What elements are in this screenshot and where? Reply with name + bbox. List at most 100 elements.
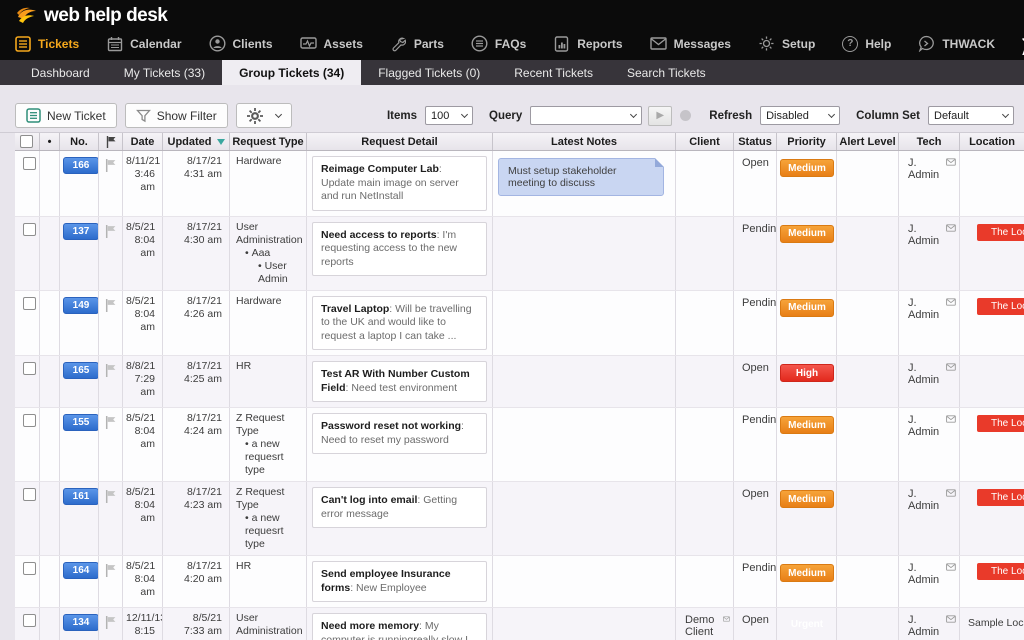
status-cell: Open: [734, 482, 777, 555]
col-latest-notes[interactable]: Latest Notes: [493, 133, 676, 150]
email-icon[interactable]: [946, 414, 956, 424]
col-request-detail[interactable]: Request Detail: [307, 133, 493, 150]
location-badge[interactable]: The Location: [977, 415, 1024, 432]
email-icon[interactable]: [946, 157, 956, 167]
location-badge[interactable]: The Location: [977, 563, 1024, 580]
client-cell: [676, 216, 734, 290]
location-badge[interactable]: The Location: [977, 223, 1024, 241]
tab-recent-tickets[interactable]: Recent Tickets: [514, 65, 593, 80]
row-checkbox[interactable]: [23, 157, 36, 170]
ticket-row: 161 8/5/21 8:04 am 8/17/21 4:23 am Z Request …: [15, 482, 1024, 556]
updated-cell: 8/17/21 4:24 am: [163, 408, 230, 481]
select-all-checkbox[interactable]: [20, 135, 33, 148]
new-ticket-button[interactable]: New Ticket: [15, 103, 117, 128]
ticket-number-badge[interactable]: 155: [63, 414, 98, 431]
col-flag[interactable]: [99, 133, 123, 150]
request-detail-link[interactable]: Travel Laptop: Will be travelling to the…: [312, 295, 487, 350]
row-checkbox[interactable]: [23, 488, 36, 501]
col-updated[interactable]: Updated: [163, 133, 230, 150]
nav-setup[interactable]: Setup: [758, 35, 815, 52]
location-badge[interactable]: The Location: [977, 489, 1024, 506]
location-cell: [960, 356, 1024, 407]
request-detail-link[interactable]: Need more memory: My computer is running…: [312, 613, 487, 640]
email-icon[interactable]: [723, 614, 730, 624]
nav-messages[interactable]: Messages: [649, 35, 731, 52]
status-cell: Pending: [734, 408, 777, 481]
email-icon[interactable]: [946, 362, 956, 372]
nav-thwack[interactable]: THWACK: [918, 35, 995, 52]
flag-icon[interactable]: [105, 416, 116, 429]
items-select[interactable]: 100: [425, 106, 474, 125]
request-detail-link[interactable]: Need access to reports: I'm requesting a…: [312, 221, 487, 276]
request-detail-link[interactable]: Can't log into email: Getting error mess…: [312, 487, 487, 528]
date-cell: 8/5/21 8:04 am: [123, 290, 163, 355]
flag-icon[interactable]: [105, 616, 116, 629]
col-bullet[interactable]: •: [40, 133, 60, 150]
col-alert-level[interactable]: Alert Level: [837, 133, 899, 150]
email-icon[interactable]: [946, 614, 956, 624]
email-icon[interactable]: [946, 223, 956, 233]
nav-clients[interactable]: Clients: [208, 35, 273, 52]
col-status[interactable]: Status: [734, 133, 777, 150]
email-icon[interactable]: [946, 488, 956, 498]
nav-help[interactable]: ? Help: [842, 35, 891, 52]
request-detail-link[interactable]: Send employee Insurance forms: New Emplo…: [312, 561, 487, 602]
tab-flagged-tickets[interactable]: Flagged Tickets (0): [378, 65, 481, 80]
nav-reports[interactable]: Reports: [553, 35, 623, 52]
priority-badge: Urgent: [790, 618, 824, 630]
query-select[interactable]: [530, 106, 643, 125]
date-cell: 8/5/21 8:04 am: [123, 408, 163, 481]
nav-tickets[interactable]: Tickets: [14, 35, 79, 52]
location-badge[interactable]: The Location: [977, 297, 1024, 315]
flag-icon[interactable]: [105, 364, 116, 377]
show-filter-button[interactable]: Show Filter: [124, 103, 228, 128]
request-detail-link[interactable]: Reimage Computer Lab: Update main image …: [312, 156, 487, 211]
ticket-number-badge[interactable]: 166: [63, 157, 98, 174]
flag-icon[interactable]: [105, 159, 116, 172]
nav-parts[interactable]: Parts: [390, 35, 444, 52]
email-icon[interactable]: [946, 562, 956, 572]
run-query-button[interactable]: ▶: [648, 105, 673, 126]
row-checkbox[interactable]: [23, 614, 36, 627]
list-settings-button[interactable]: [235, 103, 292, 128]
col-client[interactable]: Client: [676, 133, 734, 150]
tab-search-tickets[interactable]: Search Tickets: [626, 65, 706, 80]
tab-dashboard[interactable]: Dashboard: [31, 65, 90, 80]
latest-notes-cell: [493, 556, 676, 607]
ticket-number-badge[interactable]: 137: [63, 222, 98, 240]
col-tech[interactable]: Tech: [899, 133, 960, 150]
row-checkbox[interactable]: [23, 222, 36, 236]
row-checkbox[interactable]: [23, 414, 36, 427]
new-ticket-icon: [26, 108, 41, 123]
col-location[interactable]: Location: [969, 135, 1015, 148]
ticket-number-badge[interactable]: 164: [63, 562, 98, 579]
refresh-select[interactable]: Disabled: [760, 106, 841, 125]
table-body: 166 8/11/21 3:46 am 8/17/21 4:31 am Hardware R…: [15, 151, 1024, 640]
ticket-number-badge[interactable]: 165: [63, 362, 98, 379]
flag-icon[interactable]: [105, 224, 116, 238]
request-detail-link[interactable]: Password reset not working: Need to rese…: [312, 413, 487, 454]
ticket-number-badge[interactable]: 134: [63, 614, 98, 631]
flag-icon[interactable]: [105, 490, 116, 503]
email-icon[interactable]: [946, 297, 956, 307]
nav-calendar[interactable]: Calendar: [106, 35, 182, 52]
col-request-type[interactable]: Request Type: [230, 133, 307, 150]
tab-my-tickets[interactable]: My Tickets (33): [123, 65, 206, 80]
ticket-number-badge[interactable]: 149: [63, 296, 98, 314]
col-date[interactable]: Date: [123, 133, 163, 150]
row-checkbox[interactable]: [23, 362, 36, 375]
col-no[interactable]: No.: [60, 133, 99, 150]
request-detail-link[interactable]: Test AR With Number Custom Field: Need t…: [312, 361, 487, 402]
flag-icon[interactable]: [105, 298, 116, 312]
location-cell: The Location: [960, 408, 1024, 481]
ticket-number-badge[interactable]: 161: [63, 488, 98, 505]
flag-icon[interactable]: [105, 564, 116, 577]
row-checkbox[interactable]: [23, 296, 36, 310]
col-priority[interactable]: Priority: [777, 133, 837, 150]
nav-assets[interactable]: Assets: [299, 35, 363, 52]
latest-notes-cell: [493, 408, 676, 481]
tab-group-tickets[interactable]: Group Tickets (34): [222, 60, 362, 85]
row-checkbox[interactable]: [23, 562, 36, 575]
nav-faqs[interactable]: FAQs: [471, 35, 526, 52]
column-set-select[interactable]: Default: [928, 106, 1014, 125]
